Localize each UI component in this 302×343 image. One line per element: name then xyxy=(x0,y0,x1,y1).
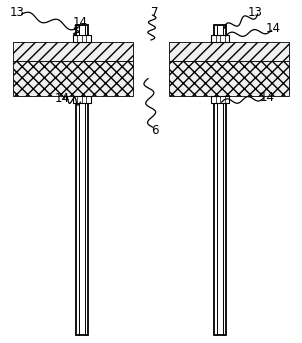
Text: 14: 14 xyxy=(55,92,70,105)
Text: 14: 14 xyxy=(265,22,280,35)
Text: 6: 6 xyxy=(151,124,159,137)
Bar xyxy=(211,96,229,103)
Bar xyxy=(214,25,226,335)
Text: 7: 7 xyxy=(151,6,159,19)
Bar xyxy=(73,96,91,103)
Text: 14: 14 xyxy=(73,16,88,29)
Text: 14: 14 xyxy=(259,91,274,104)
Text: 13: 13 xyxy=(247,6,262,19)
Bar xyxy=(13,61,133,96)
Bar xyxy=(76,25,88,335)
Bar xyxy=(73,35,91,42)
Bar xyxy=(169,42,289,61)
Bar xyxy=(169,61,289,96)
Bar xyxy=(13,42,133,61)
Bar xyxy=(211,35,229,42)
Text: 13: 13 xyxy=(10,6,24,19)
